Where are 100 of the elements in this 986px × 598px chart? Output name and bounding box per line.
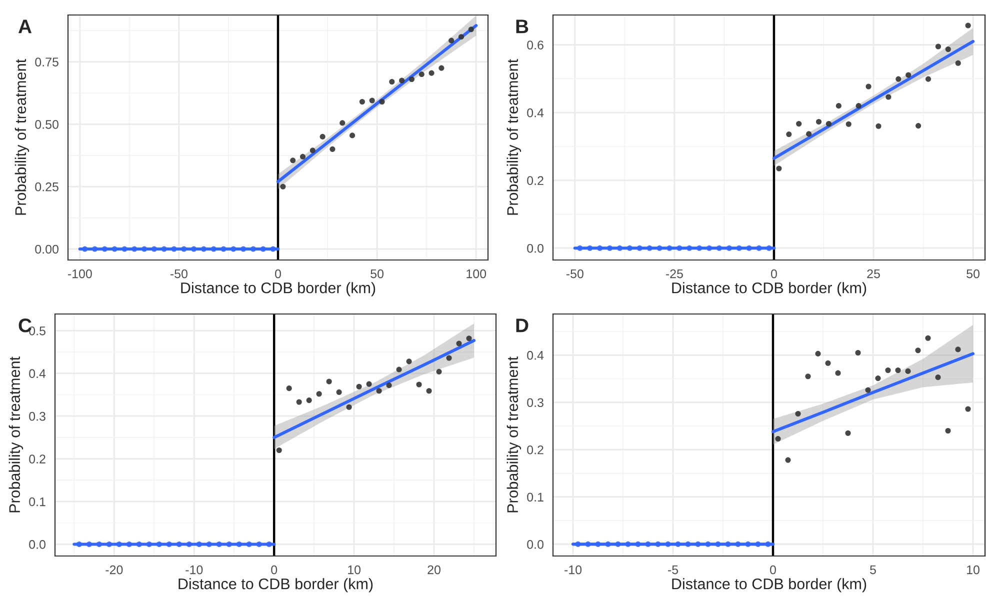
x-tick-label: 20 <box>428 565 440 574</box>
point <box>92 246 98 252</box>
point <box>935 374 941 380</box>
point <box>389 78 395 85</box>
point <box>685 541 691 547</box>
point <box>825 360 831 366</box>
point <box>396 366 402 372</box>
x-tick-label: 5 <box>870 565 876 574</box>
point <box>826 121 832 127</box>
point <box>320 134 326 140</box>
point <box>645 541 651 547</box>
point <box>76 541 82 548</box>
point <box>226 541 232 548</box>
point <box>146 541 152 548</box>
point <box>905 368 911 374</box>
point <box>166 541 172 548</box>
x-tick-label: 0 <box>770 269 777 278</box>
point <box>575 541 581 547</box>
point <box>616 245 622 251</box>
point <box>725 541 731 547</box>
x-tick-label: 0 <box>271 565 278 574</box>
point <box>106 541 112 548</box>
point <box>765 541 771 547</box>
point <box>736 245 742 251</box>
point <box>815 350 821 356</box>
line-series <box>771 352 975 434</box>
point <box>665 541 671 547</box>
point <box>468 26 474 32</box>
point <box>386 382 392 388</box>
point <box>86 541 92 548</box>
point <box>136 541 142 548</box>
point <box>426 388 432 394</box>
point <box>161 246 167 252</box>
point <box>96 541 102 548</box>
y-tick-label: 0.25 <box>35 182 58 192</box>
point <box>666 245 672 251</box>
point <box>82 246 88 252</box>
point <box>795 410 801 417</box>
point <box>446 355 452 361</box>
point <box>122 246 128 252</box>
x-axis-title: Distance to CDB border (km) <box>178 578 373 592</box>
point <box>896 76 902 82</box>
point <box>350 132 356 138</box>
point <box>438 65 444 71</box>
point <box>406 358 412 364</box>
point <box>456 340 462 346</box>
point <box>346 404 352 410</box>
point <box>806 131 812 137</box>
point <box>726 245 732 251</box>
point <box>635 541 641 547</box>
x-axis-title: Distance to CDB border (km) <box>672 282 866 296</box>
point <box>866 84 872 90</box>
chart-title: C <box>18 318 32 332</box>
point <box>755 541 761 547</box>
point <box>306 398 312 404</box>
point <box>785 457 791 463</box>
y-tick-label: 0.4 <box>29 369 46 378</box>
point <box>705 541 711 547</box>
point <box>458 34 464 40</box>
y-axis-title: Probability of treatment <box>8 356 24 512</box>
point <box>428 70 434 76</box>
point <box>112 246 118 252</box>
y-tick-label: 0.4 <box>527 350 544 360</box>
point <box>846 121 852 127</box>
point <box>290 158 296 164</box>
point <box>418 72 424 78</box>
y-tick-label: 0.6 <box>527 40 544 50</box>
point <box>340 120 346 126</box>
y-tick-label: 0.2 <box>527 176 544 186</box>
line-series <box>272 338 476 439</box>
point <box>775 436 781 442</box>
y-tick-label: 0.0 <box>527 244 544 253</box>
chart-title: A <box>18 20 32 34</box>
point <box>356 384 362 390</box>
point <box>636 245 642 251</box>
point <box>597 245 603 251</box>
y-tick-label: 0.50 <box>35 120 58 129</box>
point <box>200 246 206 252</box>
point <box>300 154 306 160</box>
point <box>925 335 931 341</box>
point <box>916 123 922 129</box>
point <box>856 103 862 109</box>
point <box>186 541 192 548</box>
point <box>886 94 892 100</box>
point <box>276 447 282 454</box>
point <box>151 246 157 252</box>
point <box>715 541 721 547</box>
point <box>646 245 652 251</box>
point <box>191 246 197 252</box>
point <box>448 38 454 44</box>
point <box>316 391 322 397</box>
y-tick-label: 0.0 <box>527 540 544 549</box>
point <box>626 245 632 251</box>
point <box>266 541 272 548</box>
point <box>416 382 422 388</box>
y-axis-title: Probability of treatment <box>506 356 522 512</box>
point <box>286 386 292 392</box>
point <box>615 541 621 547</box>
point <box>885 367 891 374</box>
point <box>359 98 365 105</box>
